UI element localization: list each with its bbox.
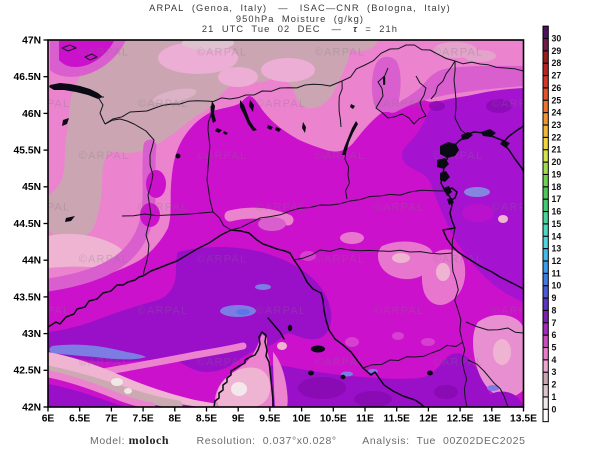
svg-text:8E: 8E xyxy=(168,414,181,425)
svg-text:12: 12 xyxy=(552,256,562,266)
svg-text:44N: 44N xyxy=(22,256,41,267)
svg-text:©ARPAL: ©ARPAL xyxy=(433,253,484,265)
svg-text:29: 29 xyxy=(552,46,562,56)
svg-text:0: 0 xyxy=(552,404,557,414)
svg-text:42N: 42N xyxy=(22,402,41,413)
svg-text:10E: 10E xyxy=(292,414,310,425)
svg-text:©ARPAL: ©ARPAL xyxy=(315,253,366,265)
svg-text:©ARPAL: ©ARPAL xyxy=(79,150,130,162)
svg-text:24: 24 xyxy=(552,108,562,118)
svg-text:6E: 6E xyxy=(42,414,55,425)
svg-text:4: 4 xyxy=(552,355,557,365)
svg-text:43.5N: 43.5N xyxy=(14,292,41,303)
svg-text:10.5E: 10.5E xyxy=(320,414,347,425)
svg-text:30: 30 xyxy=(552,34,562,44)
svg-text:©ARPAL: ©ARPAL xyxy=(315,47,366,59)
svg-text:©ARPAL: ©ARPAL xyxy=(20,202,71,214)
svg-text:2: 2 xyxy=(552,380,557,390)
svg-text:46.5N: 46.5N xyxy=(14,72,41,83)
svg-text:8: 8 xyxy=(552,305,557,315)
svg-text:13E: 13E xyxy=(483,414,501,425)
svg-text:11.5E: 11.5E xyxy=(384,414,410,425)
svg-text:©ARPAL: ©ARPAL xyxy=(197,47,248,59)
svg-text:10: 10 xyxy=(552,281,562,291)
svg-text:15: 15 xyxy=(552,219,562,229)
svg-text:14: 14 xyxy=(552,231,562,241)
svg-text:©ARPAL: ©ARPAL xyxy=(79,47,130,59)
svg-text:9E: 9E xyxy=(232,414,245,425)
svg-text:47N: 47N xyxy=(22,35,41,46)
svg-text:©ARPAL: ©ARPAL xyxy=(197,253,248,265)
svg-text:21: 21 xyxy=(552,145,562,155)
svg-text:20: 20 xyxy=(552,157,562,167)
svg-text:13: 13 xyxy=(552,244,562,254)
svg-text:6.5E: 6.5E xyxy=(69,414,90,425)
svg-text:8.5E: 8.5E xyxy=(196,414,217,425)
svg-text:13.5E: 13.5E xyxy=(510,414,537,425)
svg-text:©ARPAL: ©ARPAL xyxy=(492,202,543,214)
svg-text:1: 1 xyxy=(552,392,557,402)
svg-text:©ARPAL: ©ARPAL xyxy=(79,357,130,369)
svg-text:©ARPAL: ©ARPAL xyxy=(20,305,71,317)
svg-text:46N: 46N xyxy=(22,109,41,120)
svg-text:27: 27 xyxy=(552,71,562,81)
svg-text:©ARPAL: ©ARPAL xyxy=(256,98,307,110)
svg-text:16: 16 xyxy=(552,207,562,217)
svg-text:23: 23 xyxy=(552,120,562,130)
svg-text:©ARPAL: ©ARPAL xyxy=(315,150,366,162)
svg-text:©ARPAL: ©ARPAL xyxy=(492,305,543,317)
svg-text:©ARPAL: ©ARPAL xyxy=(20,98,71,110)
svg-text:©ARPAL: ©ARPAL xyxy=(374,98,425,110)
svg-text:9.5E: 9.5E xyxy=(259,414,280,425)
svg-text:18: 18 xyxy=(552,182,562,192)
svg-text:42.5N: 42.5N xyxy=(14,366,41,377)
svg-text:©ARPAL: ©ARPAL xyxy=(138,98,189,110)
svg-text:45N: 45N xyxy=(22,182,41,193)
svg-text:©ARPAL: ©ARPAL xyxy=(138,202,189,214)
svg-text:7E: 7E xyxy=(105,414,118,425)
svg-text:28: 28 xyxy=(552,58,562,68)
svg-text:25: 25 xyxy=(552,95,562,105)
svg-text:45.5N: 45.5N xyxy=(14,146,41,157)
svg-text:3: 3 xyxy=(552,367,557,377)
svg-text:19: 19 xyxy=(552,169,562,179)
svg-text:©ARPAL: ©ARPAL xyxy=(256,305,307,317)
svg-text:©ARPAL: ©ARPAL xyxy=(374,305,425,317)
svg-text:5: 5 xyxy=(552,343,557,353)
svg-text:©ARPAL: ©ARPAL xyxy=(374,202,425,214)
svg-text:44.5N: 44.5N xyxy=(14,219,41,230)
svg-text:9: 9 xyxy=(552,293,557,303)
svg-text:©ARPAL: ©ARPAL xyxy=(256,202,307,214)
svg-text:©ARPAL: ©ARPAL xyxy=(138,305,189,317)
svg-text:26: 26 xyxy=(552,83,562,93)
svg-text:12.5E: 12.5E xyxy=(447,414,474,425)
svg-text:11: 11 xyxy=(552,268,561,278)
svg-text:7.5E: 7.5E xyxy=(133,414,154,425)
svg-text:6: 6 xyxy=(552,330,557,340)
svg-text:©ARPAL: ©ARPAL xyxy=(433,47,484,59)
svg-text:7: 7 xyxy=(552,318,557,328)
svg-text:43N: 43N xyxy=(22,329,41,340)
svg-text:©ARPAL: ©ARPAL xyxy=(197,357,248,369)
svg-text:22: 22 xyxy=(552,132,562,142)
svg-text:11E: 11E xyxy=(356,414,374,425)
svg-text:©ARPAL: ©ARPAL xyxy=(197,150,248,162)
svg-text:12E: 12E xyxy=(419,414,437,425)
svg-text:©ARPAL: ©ARPAL xyxy=(315,357,366,369)
svg-text:©ARPAL: ©ARPAL xyxy=(79,253,130,265)
svg-text:©ARPAL: ©ARPAL xyxy=(433,357,484,369)
svg-text:©ARPAL: ©ARPAL xyxy=(492,98,543,110)
svg-text:17: 17 xyxy=(552,194,562,204)
